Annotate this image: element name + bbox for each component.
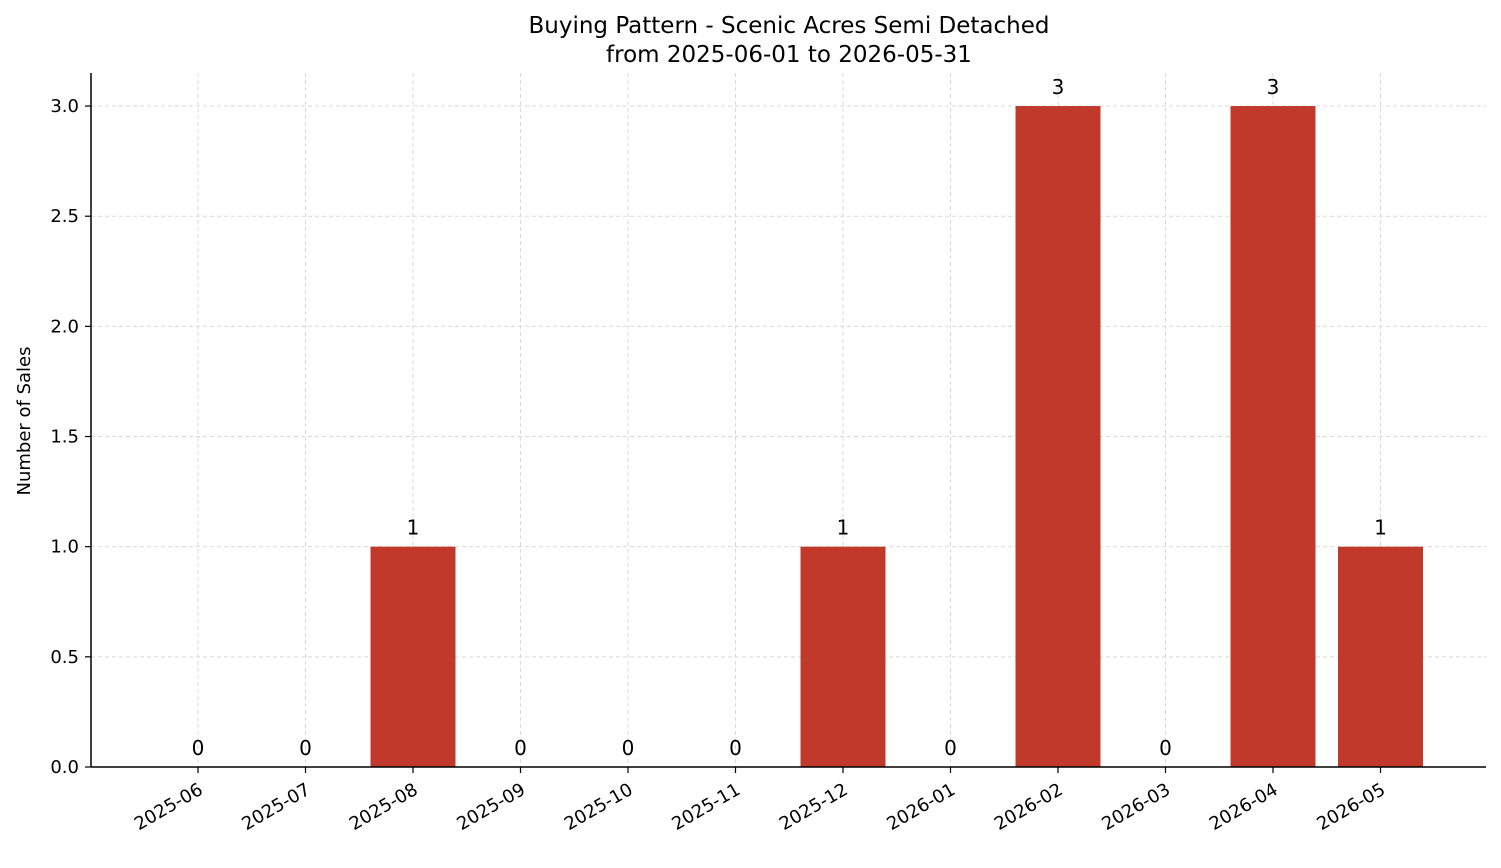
y-tick-label: 1.0 bbox=[50, 537, 79, 558]
bar bbox=[1015, 106, 1101, 768]
x-tick-label: 2026-05 bbox=[1313, 779, 1389, 835]
bar bbox=[800, 546, 886, 767]
bar bbox=[1230, 106, 1316, 768]
bar-value-label: 0 bbox=[514, 736, 527, 760]
x-tick-label: 2025-11 bbox=[668, 779, 744, 835]
x-tick-label: 2025-12 bbox=[776, 779, 852, 835]
bar-value-label: 1 bbox=[837, 516, 850, 540]
x-tick-label: 2025-08 bbox=[346, 779, 422, 835]
y-tick-label: 3.0 bbox=[50, 96, 79, 117]
bar-value-label: 0 bbox=[299, 736, 312, 760]
bar-value-label: 1 bbox=[407, 516, 420, 540]
x-tick-label: 2026-01 bbox=[883, 779, 959, 835]
x-tick-label: 2025-09 bbox=[453, 779, 529, 835]
x-tick-label: 2025-07 bbox=[238, 779, 314, 835]
bar bbox=[1338, 546, 1423, 767]
y-tick-label: 0.5 bbox=[50, 647, 79, 668]
bar-value-label: 3 bbox=[1052, 75, 1065, 99]
bar-value-label: 0 bbox=[729, 736, 742, 760]
chart-subtitle: from 2025-06-01 to 2026-05-31 bbox=[606, 42, 972, 68]
bar-value-label: 0 bbox=[192, 736, 205, 760]
y-tick-label: 2.5 bbox=[50, 206, 79, 227]
bar-value-label: 0 bbox=[622, 736, 635, 760]
bar-value-label: 0 bbox=[1159, 736, 1172, 760]
y-tick-label: 1.5 bbox=[50, 427, 79, 448]
bar-value-label: 1 bbox=[1374, 516, 1387, 540]
bar-value-label: 0 bbox=[944, 736, 957, 760]
bar bbox=[370, 546, 456, 767]
data-labels: 0 0 1 0 0 0 1 0 3 0 3 1 bbox=[192, 75, 1387, 760]
bar-value-label: 3 bbox=[1267, 75, 1280, 99]
chart-title: Buying Pattern - Scenic Acres Semi Detac… bbox=[528, 13, 1049, 39]
y-tick-label: 2.0 bbox=[50, 316, 79, 337]
y-axis-label: Number of Sales bbox=[14, 346, 35, 495]
x-tick-label: 2025-10 bbox=[561, 779, 637, 835]
y-tick-label: 0.0 bbox=[50, 757, 79, 778]
x-tick-label: 2025-06 bbox=[131, 779, 207, 835]
x-tick-label: 2026-02 bbox=[991, 779, 1067, 835]
x-tick-label: 2026-04 bbox=[1206, 779, 1282, 835]
bars bbox=[370, 106, 1423, 768]
x-tick-label: 2026-03 bbox=[1098, 779, 1174, 835]
